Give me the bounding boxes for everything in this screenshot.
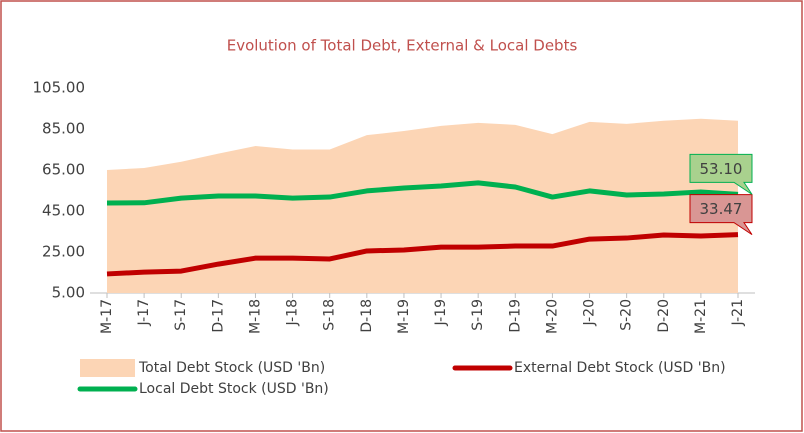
y-tick-label: 105.00: [33, 79, 86, 97]
y-tick-label: 5.00: [52, 284, 85, 302]
x-tick-label: M-17: [99, 299, 115, 334]
line: [106, 180, 739, 206]
x-tick-label: J-18: [285, 299, 301, 327]
x-tick-label: D-17: [210, 299, 226, 333]
legend-label: External Debt Stock (USD 'Bn): [514, 360, 726, 376]
x-tick-label: S-18: [322, 299, 338, 331]
data-label-box: [689, 194, 753, 236]
chart-title: Evolution of Total Debt, External & Loca…: [227, 37, 578, 55]
x-tick-label: M-19: [396, 299, 412, 334]
x-tick-label: S-20: [619, 299, 635, 331]
x-tick-label: S-19: [470, 299, 486, 331]
x-tick-label: S-17: [173, 299, 189, 331]
x-tick-label: M-21: [693, 299, 709, 334]
x-tick-label: D-18: [359, 299, 375, 333]
line: [106, 232, 739, 277]
x-tick-label: D-20: [656, 299, 672, 333]
data-label: 33.47: [700, 200, 743, 218]
x-tick-label: J-19: [433, 299, 449, 327]
legend-label: Local Debt Stock (USD 'Bn): [139, 381, 329, 397]
y-tick-label: 65.00: [42, 161, 85, 179]
legend-label: Total Debt Stock (USD 'Bn): [138, 360, 325, 376]
y-tick-label: 85.00: [42, 120, 85, 138]
x-tick-label: M-18: [247, 299, 263, 334]
area: [107, 118, 738, 293]
x-tick-label: D-19: [507, 299, 523, 333]
x-tick-label: J-21: [730, 299, 746, 327]
y-tick-label: 45.00: [42, 202, 85, 220]
x-tick-label: M-20: [544, 299, 560, 334]
x-tick-label: J-20: [582, 299, 598, 327]
legend-swatch: [80, 359, 135, 377]
x-tick-label: J-17: [136, 299, 152, 327]
data-label: 53.10: [700, 160, 743, 178]
y-tick-label: 25.00: [42, 243, 85, 261]
data-label-box: [689, 153, 753, 195]
